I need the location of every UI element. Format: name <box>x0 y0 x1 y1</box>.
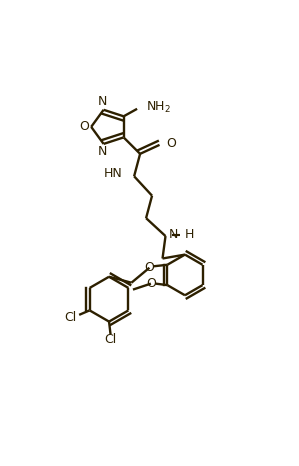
Text: O: O <box>79 120 89 133</box>
Text: O: O <box>146 277 156 290</box>
Text: N: N <box>97 95 107 108</box>
Text: Cl: Cl <box>65 311 77 324</box>
Text: H: H <box>185 228 194 241</box>
Text: N: N <box>97 145 107 158</box>
Text: HN: HN <box>104 167 123 180</box>
Text: NH$_2$: NH$_2$ <box>146 100 171 115</box>
Text: Cl: Cl <box>104 333 117 346</box>
Text: O: O <box>166 137 176 150</box>
Text: O: O <box>144 261 154 274</box>
Text: N: N <box>169 228 178 241</box>
